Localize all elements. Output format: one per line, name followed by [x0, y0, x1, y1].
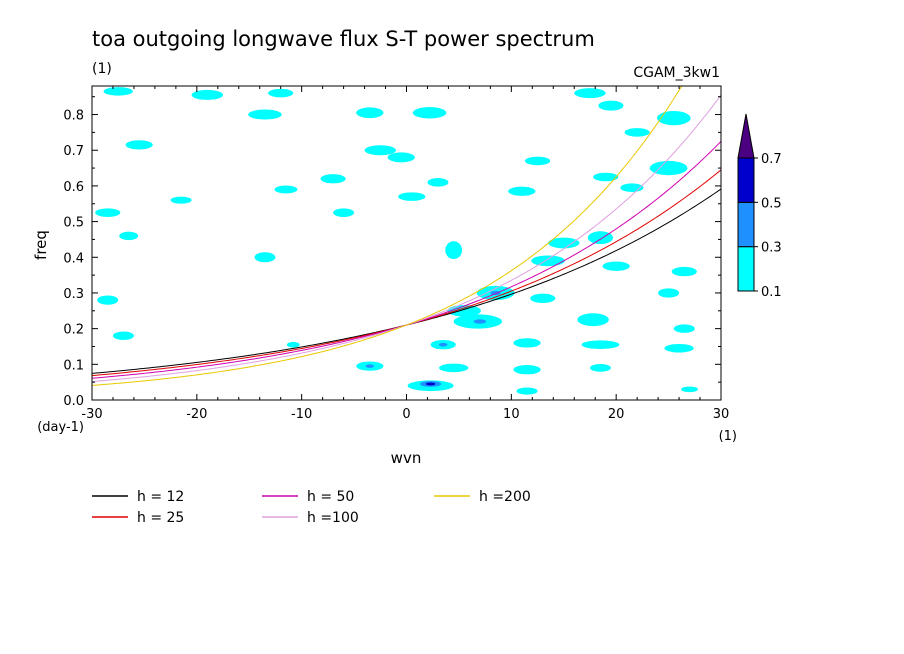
contour-patch	[447, 305, 481, 317]
contour-patch	[274, 185, 298, 194]
x-axis-unit: (1)	[719, 429, 737, 444]
dispersion-curves-layer	[92, 86, 721, 386]
contour-patch	[624, 128, 650, 137]
x-tick-label: 30	[713, 407, 730, 422]
legend: h = 12 h = 25 h = 50 h =100 h =200	[92, 489, 531, 526]
contour-patch	[473, 319, 487, 324]
contour-patch	[524, 156, 551, 166]
chart-subtitle: (1)	[92, 61, 112, 77]
contour-patch	[112, 331, 134, 341]
contour-patch	[268, 88, 294, 98]
contour-patch	[673, 324, 695, 333]
contour-patch	[602, 261, 630, 271]
contour-patch	[95, 208, 121, 217]
contour-patch	[191, 89, 224, 100]
contour-patch	[125, 140, 153, 150]
contour-patch	[530, 293, 556, 303]
contour-patch	[254, 252, 276, 263]
x-tick-label: 10	[503, 407, 520, 422]
contour-patch	[425, 382, 436, 386]
legend-entry: h = 50	[307, 489, 354, 505]
colorbar-extend-arrow	[737, 113, 755, 159]
colorbar-label: 0.3	[761, 241, 782, 256]
contour-patch	[387, 152, 415, 163]
contour-patch	[248, 109, 282, 120]
legend-entry: h = 12	[137, 489, 184, 505]
contour-patch	[103, 87, 133, 96]
y-tick-label: 0.4	[63, 251, 84, 266]
contour-patch	[97, 295, 119, 305]
legend-entry: h =100	[307, 510, 359, 526]
y-tick-label: 0.8	[63, 109, 84, 124]
colorbar-segment	[737, 201, 755, 248]
contour-patch	[445, 241, 463, 260]
plot-area	[92, 86, 721, 400]
colorbar-label: 0.1	[761, 285, 782, 300]
x-tick-label: 20	[608, 407, 625, 422]
colorbar-label: 0.7	[761, 152, 782, 167]
contour-patch	[658, 288, 680, 298]
y-tick-label: 0.2	[63, 323, 84, 338]
axis-ticks: -30 -20 -10 0 10 20 30 0.0 0.1 0.2 0.3 0.4 0.5 0.6 0.7…	[63, 86, 729, 422]
colorbar-segment	[737, 246, 755, 292]
contour-patch	[356, 107, 384, 119]
contour-patch	[398, 192, 426, 201]
legend-entry: h = 25	[137, 510, 184, 526]
contour-patch	[286, 341, 300, 348]
x-tick-label: 0	[402, 407, 410, 422]
y-axis-label: freq	[32, 230, 50, 260]
contour-patch	[427, 178, 449, 187]
y-tick-label: 0.6	[63, 180, 84, 195]
contour-patch	[513, 365, 541, 375]
contour-patch	[412, 107, 447, 119]
contour-patch	[671, 266, 697, 277]
contour-patch	[681, 386, 698, 393]
contour-patch	[574, 88, 606, 99]
y-tick-label: 0.3	[63, 287, 84, 302]
contour-patch	[438, 342, 448, 347]
y-axis-unit: (day-1)	[37, 420, 84, 435]
contour-patch	[516, 387, 538, 395]
contour-patch	[664, 343, 694, 353]
y-tick-label: 0.1	[63, 358, 84, 373]
legend-entry: h =200	[479, 489, 531, 505]
colorbar-label: 0.5	[761, 196, 782, 211]
contour-patch	[657, 110, 691, 126]
contour-patch	[531, 255, 565, 267]
contour-patch	[587, 231, 614, 245]
contour-patch	[364, 145, 397, 156]
colorbar-segment	[737, 157, 755, 203]
contour-patch	[593, 172, 619, 182]
contour-patch	[320, 174, 346, 184]
x-tick-label: -20	[186, 407, 207, 422]
contour-patch	[513, 338, 541, 348]
colorbar: 0.1 0.3 0.5 0.7	[737, 113, 782, 300]
x-axis-label: wvn	[391, 449, 422, 467]
contour-patch	[548, 237, 580, 249]
y-tick-label: 0.5	[63, 216, 84, 231]
y-tick-label: 0.0	[63, 394, 84, 409]
contour-patch	[333, 208, 355, 217]
contour-patch	[598, 100, 624, 111]
x-tick-label: -10	[291, 407, 312, 422]
chart-title: toa outgoing longwave flux S-T power spe…	[92, 27, 595, 51]
model-label: CGAM_3kw1	[633, 65, 720, 81]
contour-patch	[508, 186, 536, 196]
dispersion-curve	[92, 86, 683, 386]
contour-patch	[649, 160, 688, 176]
contour-patch	[581, 340, 620, 349]
contour-patch	[119, 231, 139, 241]
x-tick-label: -30	[81, 407, 102, 422]
contour-patch	[438, 363, 469, 373]
y-tick-label: 0.7	[63, 144, 84, 159]
contour-patch	[365, 364, 375, 368]
contour-patch	[589, 363, 611, 372]
contour-patch	[170, 196, 192, 204]
contour-patch	[490, 290, 501, 296]
contour-patch	[577, 313, 609, 327]
